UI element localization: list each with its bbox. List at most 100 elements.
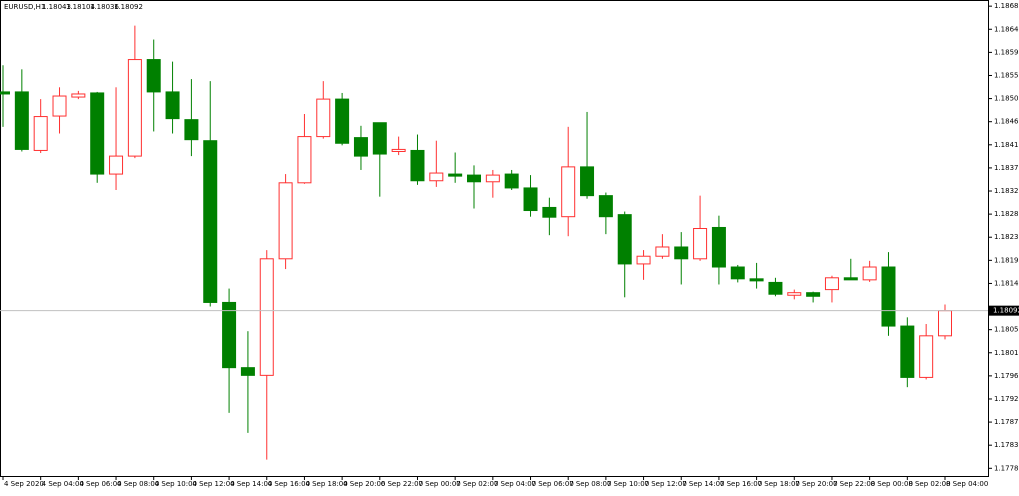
price-label: 1.18092: [993, 307, 1019, 315]
candle-body: [674, 246, 689, 260]
y-tick-label: 1.18325: [994, 187, 1019, 195]
candle-body: [900, 325, 915, 378]
candle-body: [919, 335, 934, 378]
y-tick-label: 1.18010: [994, 349, 1019, 357]
x-tick-label: 7 Sep 12:00: [645, 480, 687, 488]
y-tick-label: 1.18550: [994, 71, 1019, 79]
candle-body: [693, 228, 708, 260]
x-tick-label: 4 Sep 20:00: [343, 480, 385, 488]
candle-body: [523, 187, 538, 212]
y-tick-label: 1.18145: [994, 279, 1019, 287]
candle-body: [730, 266, 745, 280]
x-tick-label: 4 Sep 16:00: [268, 480, 310, 488]
x-tick-label: 4 Sep 14:00: [230, 480, 272, 488]
y-tick-label: 1.17965: [994, 372, 1019, 380]
candle-body: [824, 277, 839, 291]
candle-body: [410, 149, 425, 182]
candle-body: [278, 182, 293, 260]
y-tick-label: 1.17920: [994, 395, 1019, 403]
x-tick-label: 7 Sep 10:00: [607, 480, 649, 488]
y-tick-label: 1.18235: [994, 233, 1019, 241]
candle-body: [146, 59, 161, 93]
x-tick-label: 4 Sep 04:00: [42, 480, 84, 488]
candle-body: [222, 301, 237, 369]
candle-body: [316, 98, 331, 138]
candle-body: [165, 91, 180, 120]
candle-body: [843, 277, 858, 281]
x-tick-label: 4 Sep 12:00: [192, 480, 234, 488]
candle-body: [636, 255, 651, 265]
y-tick-label: 1.18640: [994, 25, 1019, 33]
x-tick-label: 4 Sep 08:00: [117, 480, 159, 488]
y-tick-label: 1.18460: [994, 118, 1019, 126]
candle-body: [617, 214, 632, 265]
candle-body: [711, 226, 726, 268]
candle-body: [485, 174, 500, 183]
candle-body: [429, 172, 444, 182]
candle-body: [90, 92, 105, 175]
header-value: 1.18104: [66, 3, 95, 11]
header-value: 1.18043: [42, 3, 71, 11]
plot-frame: [0, 0, 989, 477]
x-tick-label: 7 Sep 18:00: [758, 480, 800, 488]
y-tick-label: 1.18190: [994, 256, 1019, 264]
candle-body: [14, 91, 29, 150]
candle-body: [33, 116, 48, 151]
x-tick-label: 7 Sep 20:00: [795, 480, 837, 488]
candle-body: [787, 292, 802, 296]
candle-body: [203, 140, 218, 303]
candle-body: [109, 155, 124, 175]
header-value: 1.18036: [90, 3, 119, 11]
candle-body: [862, 266, 877, 281]
x-tick-label: 4 Sep 2020: [4, 480, 44, 488]
chart-title: EURUSD,H1: [4, 3, 45, 11]
y-tick-label: 1.18595: [994, 48, 1019, 56]
y-tick-label: 1.18685: [994, 2, 1019, 10]
candle-body: [655, 246, 670, 257]
header-value: 1.18092: [114, 3, 143, 11]
candle-body: [391, 148, 406, 152]
candle-body: [353, 137, 368, 157]
y-tick-label: 1.18415: [994, 141, 1019, 149]
candle-body: [504, 173, 519, 189]
candle-body: [542, 206, 557, 218]
candle-body: [240, 367, 255, 376]
x-tick-label: 7 Sep 14:00: [682, 480, 724, 488]
candle-body: [467, 174, 481, 183]
candle-body: [71, 93, 86, 98]
y-tick-label: 1.17785: [994, 464, 1019, 472]
x-tick-label: 7 Sep 00:00: [418, 480, 460, 488]
x-tick-label: 7 Sep 04:00: [494, 480, 536, 488]
y-tick-label: 1.17830: [994, 441, 1019, 449]
x-tick-label: 8 Sep 00:00: [871, 480, 913, 488]
candle-body: [448, 173, 463, 177]
x-tick-label: 7 Sep 08:00: [569, 480, 611, 488]
candle-body: [0, 91, 10, 95]
x-tick-label: 4 Sep 18:00: [305, 480, 347, 488]
x-tick-label: 6 Sep 22:00: [381, 480, 423, 488]
x-tick-label: 7 Sep 06:00: [532, 480, 574, 488]
x-tick-label: 7 Sep 02:00: [456, 480, 498, 488]
candle-body: [184, 119, 199, 141]
candle-body: [938, 310, 952, 337]
candle-body: [127, 59, 142, 157]
candle-body: [768, 281, 783, 295]
candle-body: [259, 258, 274, 376]
x-tick-label: 7 Sep 16:00: [720, 480, 762, 488]
candle-body: [598, 195, 613, 218]
candle-body: [580, 166, 595, 197]
candle-body: [881, 266, 896, 327]
x-tick-label: 4 Sep 10:00: [155, 480, 197, 488]
candle-body: [372, 122, 387, 155]
x-tick-label: 8 Sep 04:00: [946, 480, 988, 488]
candle-body: [561, 166, 576, 218]
y-tick-label: 1.17875: [994, 418, 1019, 426]
price-label-box: [989, 305, 1019, 316]
y-tick-label: 1.18280: [994, 210, 1019, 218]
x-tick-label: 7 Sep 22:00: [833, 480, 875, 488]
candle-body: [749, 278, 764, 282]
y-tick-label: 1.18055: [994, 326, 1019, 334]
candle-body: [335, 98, 350, 144]
candle-body: [52, 95, 67, 117]
